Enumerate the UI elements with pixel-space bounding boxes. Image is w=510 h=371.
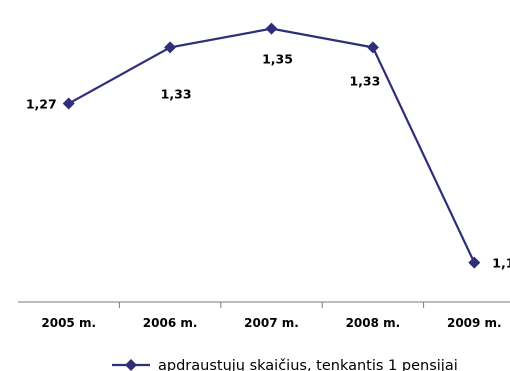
- data-label: 1,27: [26, 97, 57, 112]
- data-point-marker: [164, 41, 177, 54]
- x-axis-ticks: [118, 302, 425, 308]
- data-point-marker: [468, 256, 481, 269]
- legend-diamond-icon: [125, 359, 137, 371]
- data-label: 1,33: [349, 73, 380, 88]
- data-point-marker: [265, 22, 278, 35]
- x-tick-label: 2007 m.: [244, 316, 299, 330]
- data-label: 1,1: [492, 256, 510, 271]
- x-axis-tick-labels: 2005 m. 2006 m. 2007 m. 2008 m. 2009 m.: [41, 316, 501, 330]
- legend: apdraustųjų skaičius, tenkantis 1 pensij…: [112, 358, 458, 371]
- data-labels: 1,27 1,33 1,35 1,33 1,1: [26, 52, 510, 271]
- x-tick-label: 2008 m.: [346, 316, 401, 330]
- x-tick-label: 2005 m.: [41, 316, 96, 330]
- data-label: 1,33: [161, 86, 192, 101]
- legend-label: apdraustųjų skaičius, tenkantis 1 pensij…: [158, 358, 458, 371]
- x-tick-label: 2006 m.: [143, 316, 198, 330]
- data-point-marker: [62, 97, 75, 110]
- series-markers: [62, 22, 481, 269]
- x-tick-label: 2009 m.: [447, 316, 502, 330]
- data-point-marker: [366, 41, 379, 54]
- data-label: 1,35: [262, 52, 293, 67]
